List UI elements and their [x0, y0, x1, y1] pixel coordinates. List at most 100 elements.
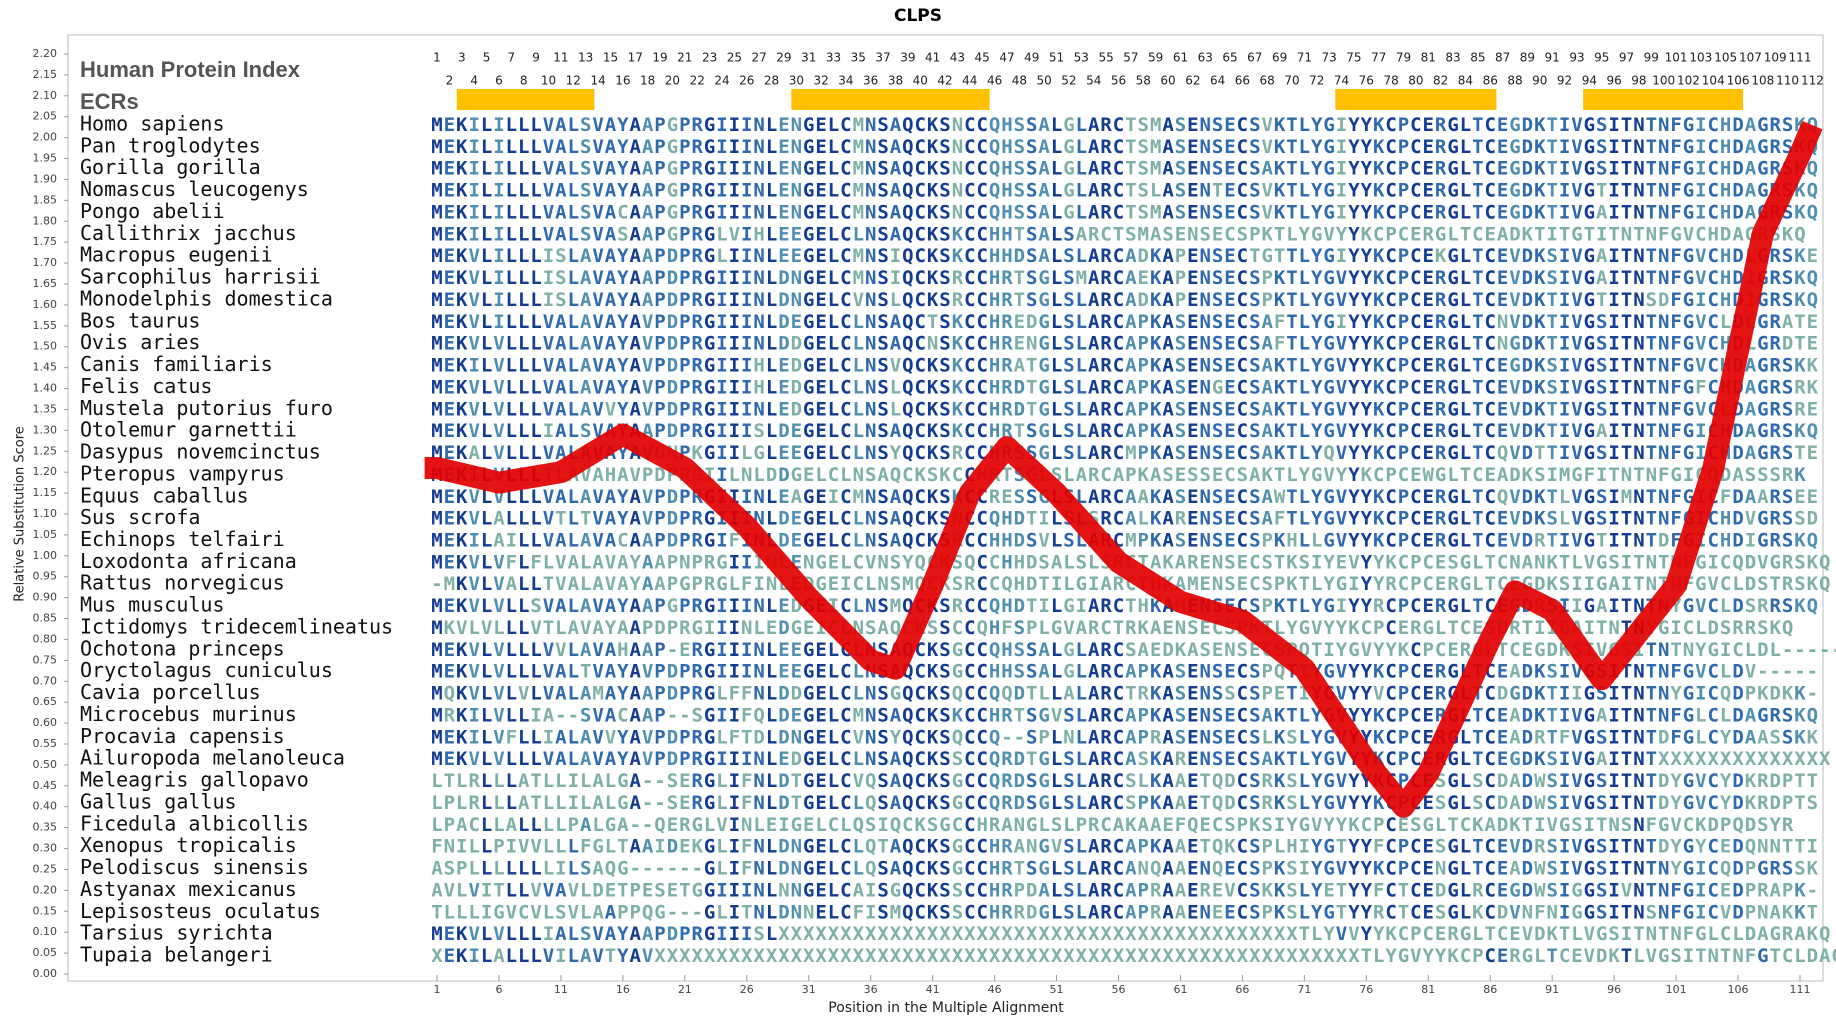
residue: E [1423, 507, 1434, 529]
residue: S [1212, 245, 1223, 267]
residue: G [1559, 813, 1570, 835]
residue: X [1249, 923, 1261, 945]
residue: I [716, 923, 727, 945]
residue: L [555, 770, 566, 792]
residue: E [828, 573, 839, 595]
residue: D [667, 398, 678, 420]
residue: L [506, 179, 517, 201]
residue: - [1831, 638, 1836, 660]
residue: R [1435, 529, 1447, 551]
residue: N [1658, 310, 1669, 332]
protein-index: 103 [1689, 51, 1712, 65]
residue: I [729, 791, 740, 813]
residue: G [803, 223, 814, 245]
residue: A [1596, 704, 1608, 726]
residue: G [1522, 573, 1533, 595]
residue: S [1175, 420, 1186, 442]
residue: Y [617, 114, 629, 136]
residue: P [654, 223, 665, 245]
residue: L [1769, 638, 1780, 660]
residue: Y [617, 507, 629, 529]
residue: L [828, 791, 839, 813]
residue: E [1212, 638, 1223, 660]
residue: Y [1385, 638, 1397, 660]
residue: I [1695, 288, 1706, 310]
residue: D [778, 529, 789, 551]
residue: V [493, 573, 504, 595]
residue: S [1286, 791, 1297, 813]
residue: G [1447, 901, 1458, 923]
residue: P [1249, 223, 1260, 245]
residue: S [939, 879, 950, 901]
sequence: MEKVLVLLLVALAVAYAVPDPRGIIINLEAGEICMNSAQC… [431, 485, 1818, 507]
residue: Y [617, 726, 629, 748]
residue: R [1261, 791, 1273, 813]
residue: A [877, 616, 889, 638]
residue: K [1150, 485, 1162, 507]
residue: V [543, 223, 554, 245]
residue: C [840, 288, 851, 310]
sequence: MEKVLVLLLVALAVAYAVPDPRGIIINLEDGELCLNSAQC… [431, 748, 1831, 770]
protein-index: 41 [925, 51, 940, 65]
residue: I [716, 638, 727, 660]
residue: R [1534, 835, 1546, 857]
residue: L [543, 813, 554, 835]
residue: G [1460, 923, 1471, 945]
residue: T [1794, 332, 1805, 354]
residue: T [1286, 114, 1297, 136]
residue: N [1633, 595, 1644, 617]
residue: T [1014, 857, 1025, 879]
residue: M [431, 529, 442, 551]
residue: V [1336, 529, 1347, 551]
residue: L [481, 332, 492, 354]
residue: P [1410, 573, 1421, 595]
residue: R [964, 573, 976, 595]
residue: A [1150, 223, 1162, 245]
residue: L [853, 332, 864, 354]
residue: K [927, 179, 939, 201]
residue: A [654, 551, 666, 573]
protein-index: 98 [1631, 74, 1646, 88]
residue: L [1076, 288, 1087, 310]
residue: K [1794, 354, 1806, 376]
residue: I [1596, 223, 1607, 245]
residue: K [1373, 288, 1385, 310]
residue: C [1361, 616, 1372, 638]
y-tick-label: 1.95 [33, 152, 58, 165]
residue: Q [1150, 857, 1161, 879]
residue: E [1807, 485, 1818, 507]
residue: L [1732, 573, 1743, 595]
y-tick-label: 0.55 [33, 737, 58, 750]
residue: D [791, 682, 802, 704]
residue: I [753, 573, 764, 595]
residue: L [568, 857, 579, 879]
residue: C [915, 420, 926, 442]
residue: I [716, 332, 727, 354]
residue: L [468, 901, 479, 923]
protein-index: 40 [913, 74, 928, 88]
residue: N [753, 638, 764, 660]
protein-index: 20 [665, 74, 680, 88]
residue: T [1274, 245, 1285, 267]
residue: P [654, 201, 665, 223]
residue: V [530, 901, 541, 923]
residue: V [1509, 529, 1520, 551]
residue: R [691, 923, 703, 945]
residue: E [679, 770, 690, 792]
residue: L [828, 704, 839, 726]
residue: X [803, 923, 815, 945]
residue: T [1794, 770, 1805, 792]
residue: G [1584, 376, 1595, 398]
residue: A [630, 770, 642, 792]
residue: N [1200, 682, 1211, 704]
residue: V [1311, 813, 1322, 835]
residue: C [1485, 595, 1496, 617]
residue: F [1670, 114, 1681, 136]
residue: S [877, 791, 888, 813]
residue: H [1720, 114, 1731, 136]
residue: C [976, 201, 987, 223]
residue: S [952, 879, 963, 901]
residue: E [444, 551, 455, 573]
residue: E [815, 638, 826, 660]
residue: - [431, 573, 442, 595]
